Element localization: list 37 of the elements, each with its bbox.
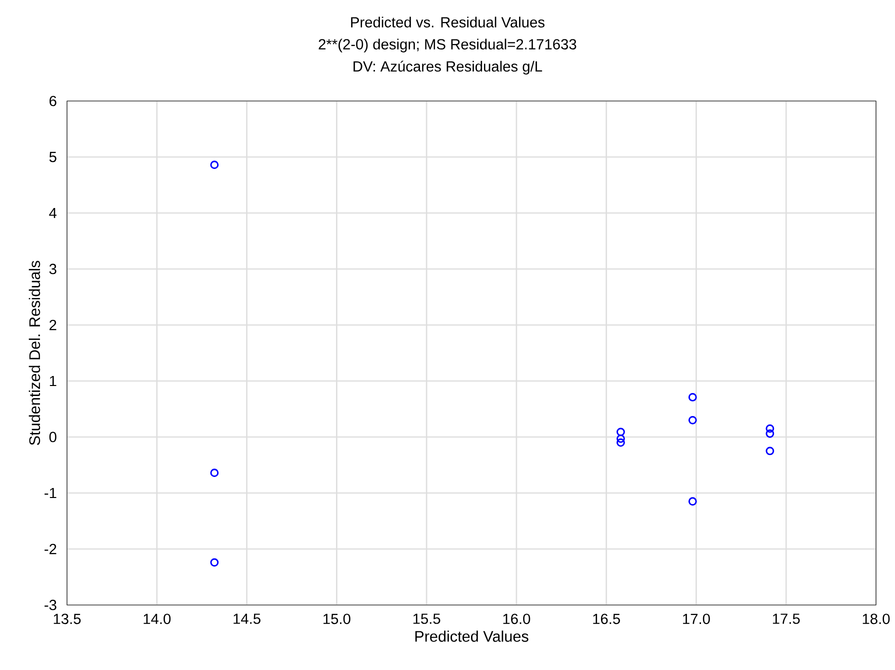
point <box>616 434 625 443</box>
y-tick-label: 6 <box>50 96 56 106</box>
point <box>616 438 625 447</box>
point <box>210 558 219 567</box>
y-tick-label: 1 <box>50 376 56 386</box>
x-tick-label: 14.0 <box>144 614 171 624</box>
x-tick-label: 14.5 <box>234 614 260 624</box>
point <box>210 160 219 170</box>
chart-title: Predicted vs. Residual Values <box>351 16 544 28</box>
x-tick-label: 15.0 <box>324 614 350 624</box>
point <box>766 429 774 438</box>
y-tick-label: -1 <box>44 488 56 498</box>
y-tick-label: 2 <box>50 320 56 330</box>
x-tick-label: 16.0 <box>503 614 530 624</box>
point <box>688 393 697 402</box>
text: DV: Azúcares Residuales g/L <box>354 60 542 75</box>
point <box>766 446 774 456</box>
point <box>210 468 219 478</box>
point <box>688 497 697 506</box>
x-tick-label: 17.5 <box>772 614 800 624</box>
y-axis-title: Studentized Del. Residuals <box>28 260 40 446</box>
x-tick-label: 18.0 <box>862 614 890 624</box>
chart-subtitle: 2**(2-0) design; MS Residual=2.171633 <box>318 38 576 52</box>
x-tick-label: 17.0 <box>683 614 710 624</box>
x-tick-label: 16.5 <box>593 614 620 624</box>
point <box>688 416 697 424</box>
x-axis-title: Predicted Values <box>415 630 528 642</box>
y-tick-label: -2 <box>44 544 56 554</box>
point <box>766 424 774 433</box>
y-tick-label: -3 <box>44 600 56 610</box>
y-tick-label: 0 <box>49 432 56 442</box>
point <box>616 428 625 436</box>
x-tick-label: 15.5 <box>413 614 440 624</box>
y-tick-label: 3 <box>49 264 56 274</box>
y-tick-label: 4 <box>49 208 57 218</box>
x-tick-label: 13.5 <box>54 614 81 624</box>
y-tick-label: 5 <box>49 152 56 162</box>
